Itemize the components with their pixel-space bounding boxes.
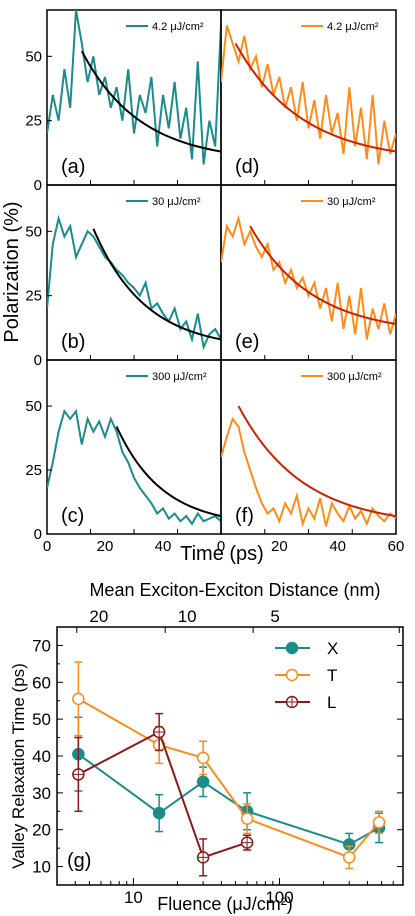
legend-label: 4.2 μJ/cm² [327,21,379,33]
series-line [77,753,380,846]
panel-label: (b) [61,331,85,353]
fit-curve [234,42,396,153]
legend-label: 4.2 μJ/cm² [152,21,204,33]
data-trace [221,416,396,528]
series-T [72,661,386,870]
y-tick-label: 0 [34,352,42,369]
y-tick-label: 60 [32,673,51,692]
series-L [72,712,254,877]
y-tick-label: 20 [32,821,51,840]
y-tick-label: 25 [25,288,42,305]
relaxation-axis-label: Valley Relaxation Time (ps) [9,663,28,869]
legend-entry-L: L [275,693,336,712]
y-tick-label: 0 [34,177,42,194]
top-tick-label: 5 [270,607,279,626]
top-tick-label: 10 [178,607,197,626]
legend-entry-X: X [275,639,338,658]
data-point [196,775,210,789]
legend-entry-T: T [275,666,337,685]
series-X [72,716,386,857]
legend-label: 300 μJ/cm² [152,371,207,383]
fit-curve [115,426,221,518]
y-tick-label: 50 [25,48,42,65]
data-trace [47,214,221,351]
fit-curve [237,405,396,518]
time-axis-label: Time (ps) [180,543,264,565]
data-point [342,851,356,864]
y-tick-label: 25 [25,113,42,130]
panel-label: (g) [67,850,91,872]
fit-curve [92,228,221,341]
x-tick-label: 0 [43,538,51,555]
series-line [77,730,248,859]
top-tick-label: 20 [89,607,108,626]
x-tick-label: 10 [124,888,143,907]
y-tick-label: 10 [32,858,51,877]
panel-label: (f) [235,505,254,527]
panel-label: (d) [235,156,259,178]
series-line [77,698,380,859]
panel-c: 0 25 50 0 20 40 300 μJ/cm² (c) [25,359,222,555]
panel-e: 30 μJ/cm² (e) [220,184,397,361]
x-tick-label: 60 [388,538,405,555]
x-tick-label: 40 [329,538,346,555]
y-tick-label: 50 [25,223,42,240]
y-tick-label: 70 [32,636,51,655]
legend-label: T [327,666,337,685]
legend-label: L [327,693,336,712]
panel-label: (e) [235,331,259,353]
distance-axis-label: Mean Exciton-Exciton Distance (nm) [89,580,380,600]
data-point [240,812,254,825]
x-tick-label: 20 [271,538,288,555]
legend-label: 30 μJ/cm² [327,196,376,208]
data-point [372,816,386,829]
data-trace [221,25,396,165]
y-tick-label: 25 [25,462,42,479]
polarization-axis-label: Polarization (%) [1,201,23,342]
relaxation-time-panel: 1020304050607010100201052Fluence (μJ/cm²… [9,580,404,914]
time-trace-panels: 0 25 50 4.2 μJ/cm² (a) 4.2 μJ/cm² (d) 0 25 50 30 μ… [25,9,405,555]
legend-marker [285,641,299,655]
panel-b: 0 25 50 30 μJ/cm² (b) [25,184,222,369]
x-tick-label: 20 [97,538,114,555]
panel-label: (a) [61,156,85,178]
x-tick-label: 40 [155,538,172,555]
data-trace [47,408,221,526]
legend-label: X [327,639,338,658]
fit-curve [249,225,396,325]
x-tick-label: 0 [217,538,225,555]
legend-marker [285,668,299,682]
y-tick-label: 50 [25,398,42,415]
data-trace [221,214,396,340]
y-tick-label: 50 [32,710,51,729]
panel-d: 4.2 μJ/cm² (d) [220,9,397,186]
data-point [152,806,166,820]
y-tick-label: 0 [34,526,42,543]
data-point [72,692,85,706]
data-trace [47,10,221,165]
data-point [196,751,210,765]
panel-f: 0 20 40 60 300 μJ/cm² (f) [217,359,405,555]
panel-a: 0 25 50 4.2 μJ/cm² (a) [25,9,222,194]
legend-label: 300 μJ/cm² [327,371,382,383]
panel-label: (c) [61,505,84,527]
y-tick-label: 30 [32,784,51,803]
fluence-axis-label: Fluence (μJ/cm²) [157,894,292,914]
legend-label: 30 μJ/cm² [152,196,201,208]
x-tick-label: 100 [265,888,293,907]
y-tick-label: 40 [32,747,51,766]
fit-curve [80,50,221,153]
